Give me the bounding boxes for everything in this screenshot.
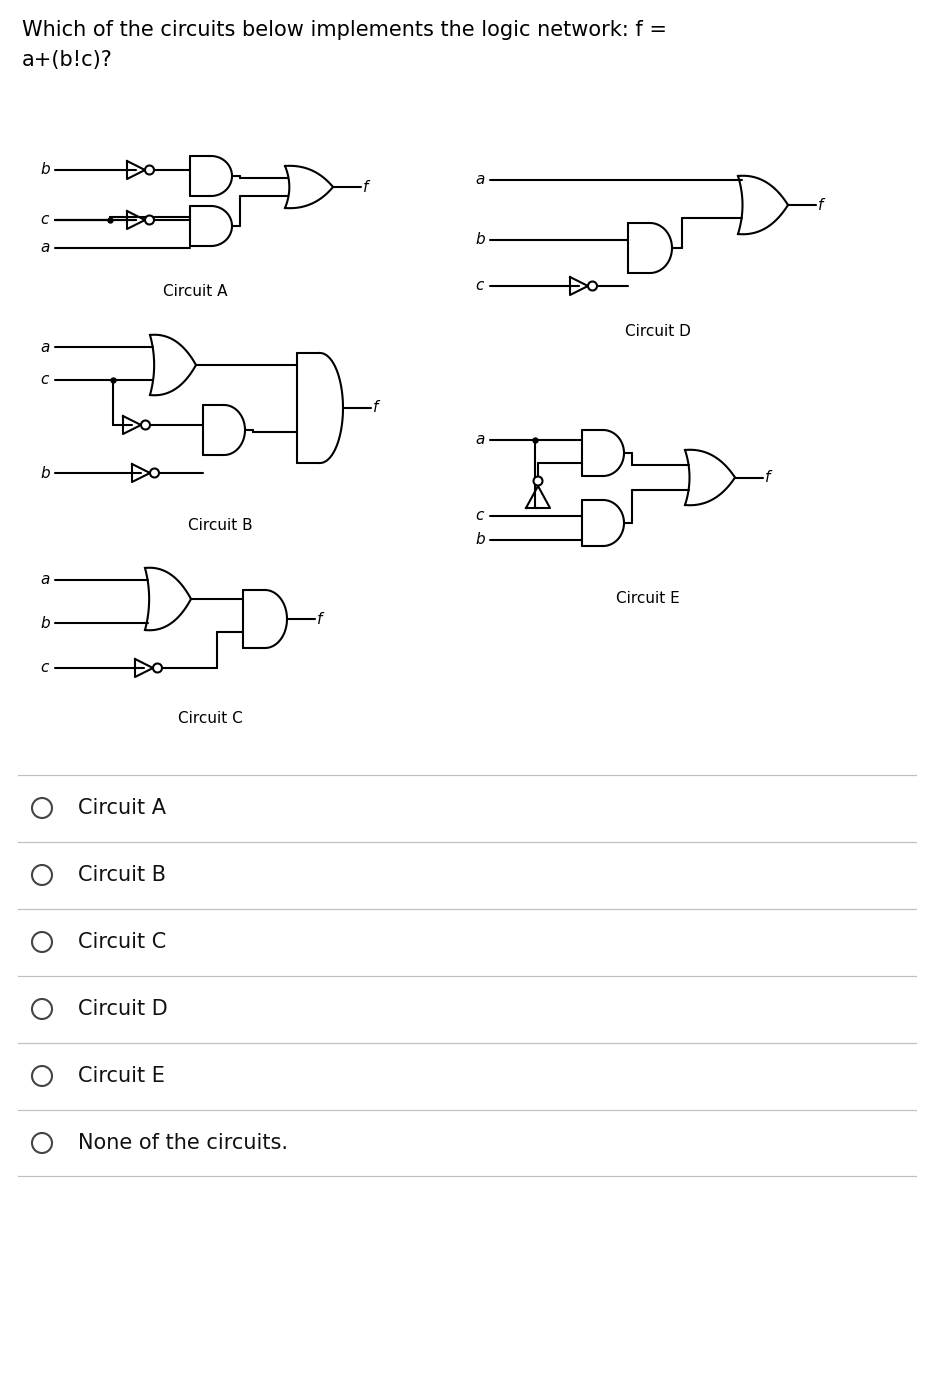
Text: a: a [475,433,485,448]
Text: a+(b!c)?: a+(b!c)? [22,49,113,70]
Text: f: f [765,470,771,485]
Text: Circuit C: Circuit C [78,932,166,952]
Text: f: f [373,400,378,415]
Text: c: c [40,661,49,676]
Circle shape [153,664,162,672]
Text: c: c [475,279,484,294]
Text: a: a [40,339,50,354]
Text: b: b [475,232,485,247]
Circle shape [588,282,597,290]
Text: Circuit B: Circuit B [78,866,166,885]
Text: Circuit C: Circuit C [177,710,243,725]
Text: a: a [40,240,50,256]
Text: a: a [40,573,50,588]
Circle shape [150,469,159,478]
Circle shape [145,165,154,174]
Text: a: a [475,173,485,187]
Text: f: f [818,198,824,213]
Text: c: c [40,213,49,228]
Text: Circuit D: Circuit D [625,324,691,339]
Text: None of the circuits.: None of the circuits. [78,1134,288,1153]
Text: Circuit E: Circuit E [616,591,680,606]
Circle shape [145,216,154,224]
Text: b: b [475,533,485,547]
Text: Circuit B: Circuit B [188,518,252,533]
Text: f: f [363,180,368,195]
Text: c: c [475,508,484,523]
Text: Circuit A: Circuit A [163,284,227,300]
Text: Circuit E: Circuit E [78,1066,165,1085]
Text: Circuit D: Circuit D [78,999,168,1020]
Text: b: b [40,616,50,631]
Circle shape [141,420,150,430]
Text: b: b [40,466,50,481]
Text: c: c [40,372,49,387]
Text: Which of the circuits below implements the logic network: f =: Which of the circuits below implements t… [22,21,667,40]
Text: b: b [40,162,50,177]
Text: f: f [317,611,322,627]
Circle shape [533,477,543,485]
Text: Circuit A: Circuit A [78,798,166,818]
